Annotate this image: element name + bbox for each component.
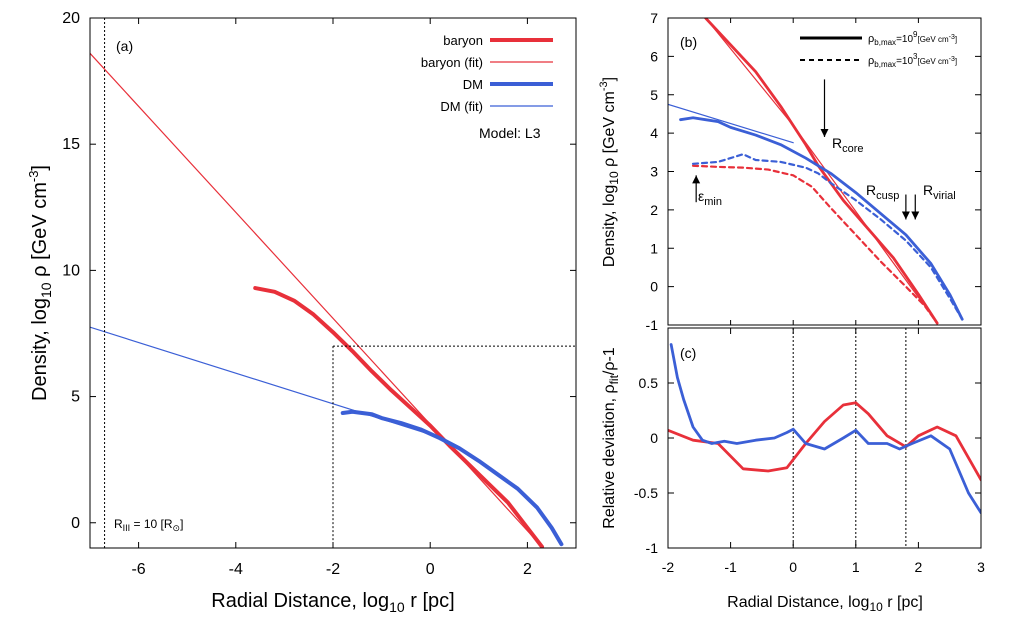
ytick-label-c: -1 [646, 540, 659, 556]
series-a-1 [90, 52, 543, 548]
panel-a-xlabel: Radial Distance, log10 r [pc] [211, 590, 454, 615]
xtick-label-c: -1 [724, 559, 737, 575]
legend-a-label: DM (fit) [440, 99, 483, 114]
ytick-label-b: 7 [650, 10, 658, 26]
xtick-label-a: -6 [131, 561, 145, 578]
marker-virial-arrowhead [911, 211, 920, 220]
radius-markers: Rcore Rcusp Rvirial εmin [692, 79, 956, 220]
series-a-2 [340, 409, 564, 547]
panel-a-guides [104, 18, 576, 548]
xtick-label-c: 2 [915, 559, 923, 575]
series-b-5 [691, 153, 964, 321]
xtick-label-a: 0 [426, 561, 435, 578]
ytick-label-b: 4 [650, 125, 658, 141]
xtick-label-c: 0 [789, 559, 797, 575]
xtick-label-a: -4 [229, 561, 243, 578]
series-b-4 [691, 164, 939, 325]
ytick-label-b: 1 [650, 240, 658, 256]
ytick-label-a: 5 [71, 389, 80, 406]
model-label: Model: L3 [479, 125, 541, 141]
series-b-1 [704, 18, 939, 325]
panel-a-ylabel: Density, log10 ρ [GeV cm-3] [26, 165, 54, 401]
ytick-label-a: 20 [62, 10, 80, 27]
legend-a: baryon baryon (fit) DM DM (fit) [421, 33, 553, 114]
emin-arrowhead [692, 175, 701, 184]
series-c-1 [669, 343, 981, 515]
ytick-label-b: 2 [650, 202, 658, 218]
legend-a-label: baryon (fit) [421, 55, 483, 70]
legend-b: ρb,max=109[GeV cm-3] ρb,max=103[GeV cm-3] [800, 30, 957, 69]
xtick-label-c: -2 [662, 559, 675, 575]
series-c-0 [668, 401, 981, 482]
panel-c-series [668, 343, 981, 515]
xtick-label-a: 2 [523, 561, 532, 578]
panel-c-ticks: -1-0.500.5-2 -1 0 1 2 3 [634, 328, 985, 575]
legend-a-label: DM [463, 77, 483, 92]
ytick-label-b: 6 [650, 48, 658, 64]
marker-label-virial: Rvirial [923, 182, 956, 202]
ytick-label-c: 0.5 [639, 375, 659, 391]
marker-label-core: Rcore [832, 135, 864, 155]
ytick-label-b: 5 [650, 87, 658, 103]
panel-b-ylabel: Density, log10 ρ [GeV cm-3] [598, 77, 621, 267]
series-b-3 [679, 116, 964, 321]
legend-b-label: ρb,max=103[GeV cm-3] [868, 52, 957, 69]
panel-b-series [668, 18, 964, 325]
ytick-label-a: 10 [62, 262, 80, 279]
panel-c-label: (c) [680, 345, 696, 361]
xtick-label-c: 1 [852, 559, 860, 575]
rmin-label: RIII = 10 [R⊙] [114, 517, 183, 533]
series-b-2 [668, 103, 794, 144]
legend-a-label: baryon [443, 33, 483, 48]
xtick-label-a: -2 [326, 561, 340, 578]
ytick-label-b: -1 [646, 317, 659, 333]
ytick-label-b: 0 [650, 279, 658, 295]
panel-c: -1-0.500.5-2 -1 0 1 2 3 (c) Radial Distance, … [601, 327, 985, 614]
marker-core-arrowhead [820, 128, 829, 137]
emin-label: εmin [698, 188, 722, 208]
ytick-label-b: 3 [650, 164, 658, 180]
panel-c-xlabel: Radial Distance, log10 r [pc] [727, 594, 923, 614]
panel-c-guides [792, 328, 907, 548]
panel-c-ylabel: Relative deviation, ρfit/ρ-1 [601, 347, 621, 529]
series-a-0 [253, 286, 544, 548]
xtick-label-c: 3 [977, 559, 985, 575]
panel-b-label: (b) [680, 34, 697, 50]
panel-a-ticks: 0 5 10 15 20 -6 -4 -2 0 2 [62, 10, 576, 578]
ytick-label-a: 15 [62, 136, 80, 153]
panel-b-ticks: -1 0 1 2 3 4 5 6 7 [646, 10, 982, 333]
series-a-3 [90, 326, 431, 436]
panel-a: 0 5 10 15 20 -6 -4 -2 0 2 (a) Model: L3 RIII = 10… [26, 10, 577, 615]
legend-b-label: ρb,max=109[GeV cm-3] [868, 30, 957, 47]
marker-cusp-arrowhead [901, 211, 910, 220]
ytick-label-c: 0 [650, 430, 658, 446]
panel-a-label: (a) [116, 38, 133, 54]
marker-label-cusp: Rcusp [866, 182, 899, 202]
panel-a-series [90, 52, 564, 548]
panel-a-frame [89, 17, 577, 549]
ytick-label-c: -0.5 [634, 485, 658, 501]
ytick-label-a: 0 [71, 515, 80, 532]
